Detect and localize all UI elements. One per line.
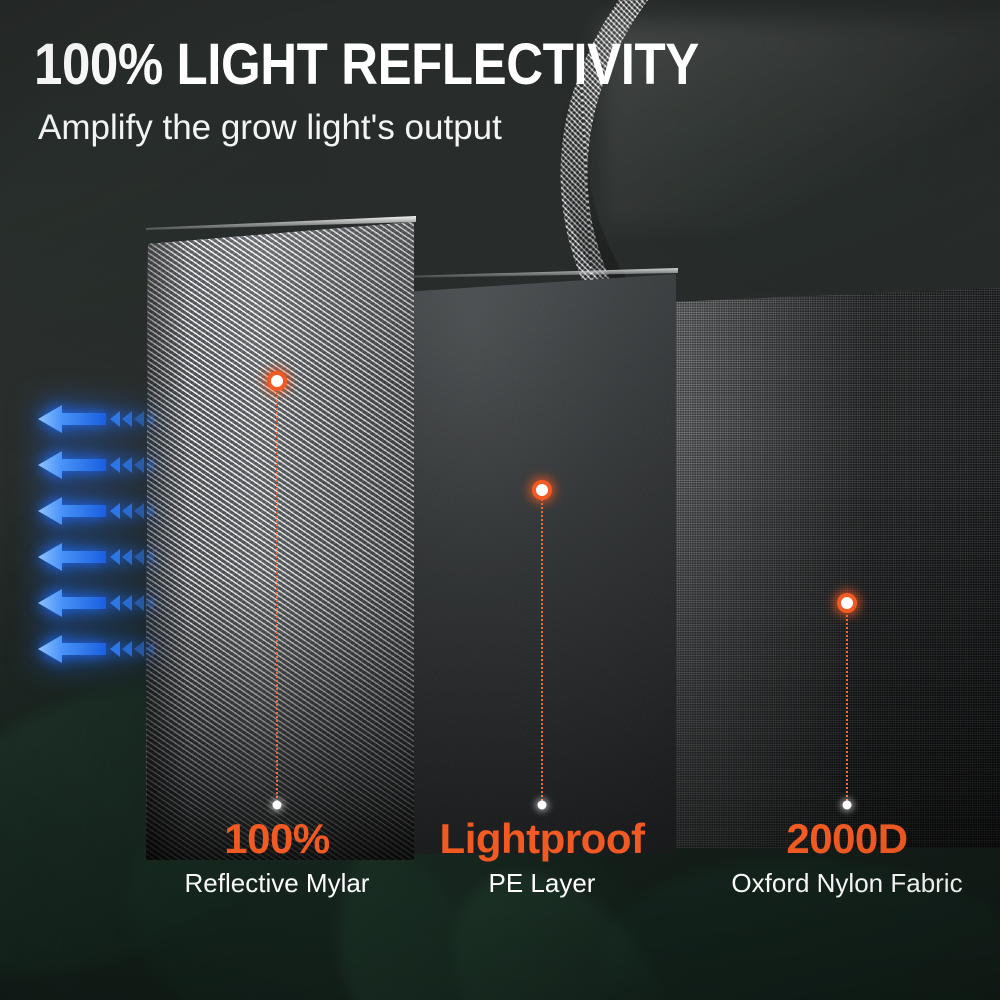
callout-label-title: Lightproof: [439, 815, 645, 862]
callout-endpoint-dot: [272, 800, 282, 810]
callout-connector-line: [541, 490, 543, 805]
callout-label-pe-layer: Lightproof PE Layer: [439, 815, 645, 899]
light-reflection-arrow: [36, 540, 154, 574]
callout-label-subtitle: PE Layer: [488, 867, 596, 898]
pe-panel-top-edge: [404, 268, 678, 278]
light-reflection-arrow: [36, 448, 154, 482]
light-reflection-arrow: [36, 632, 154, 666]
callout-label-title: 100%: [224, 815, 330, 862]
mylar-curved-band-gloss: [600, 20, 1000, 230]
callout-connector-line: [846, 603, 848, 805]
page-title: 100% LIGHT REFLECTIVITY: [34, 32, 699, 97]
callout-label-subtitle: Reflective Mylar: [184, 867, 370, 898]
pe-layer-panel: [404, 274, 676, 854]
callout-label-subtitle: Oxford Nylon Fabric: [731, 867, 963, 898]
callout-label-title: 2000D: [786, 815, 908, 862]
callout-endpoint-dot: [842, 800, 852, 810]
callout-label-reflective-mylar: 100% Reflective Mylar: [184, 815, 370, 899]
oxford-nylon-panel-shading: [672, 288, 1000, 848]
light-reflection-arrow: [36, 402, 154, 436]
callout-marker-dot[interactable]: [837, 593, 857, 613]
callout-connector-line: [276, 381, 278, 805]
mylar-panel-shading: [146, 222, 414, 860]
callout-marker-dot[interactable]: [532, 480, 552, 500]
callout-marker-dot[interactable]: [267, 371, 287, 391]
light-reflection-arrow: [36, 494, 154, 528]
callout-endpoint-dot: [537, 800, 547, 810]
reflected-light-arrows: [36, 398, 166, 678]
callout-label-oxford-nylon: 2000D Oxford Nylon Fabric: [731, 815, 963, 899]
light-reflection-arrow: [36, 586, 154, 620]
page-subtitle: Amplify the grow light's output: [38, 108, 502, 147]
